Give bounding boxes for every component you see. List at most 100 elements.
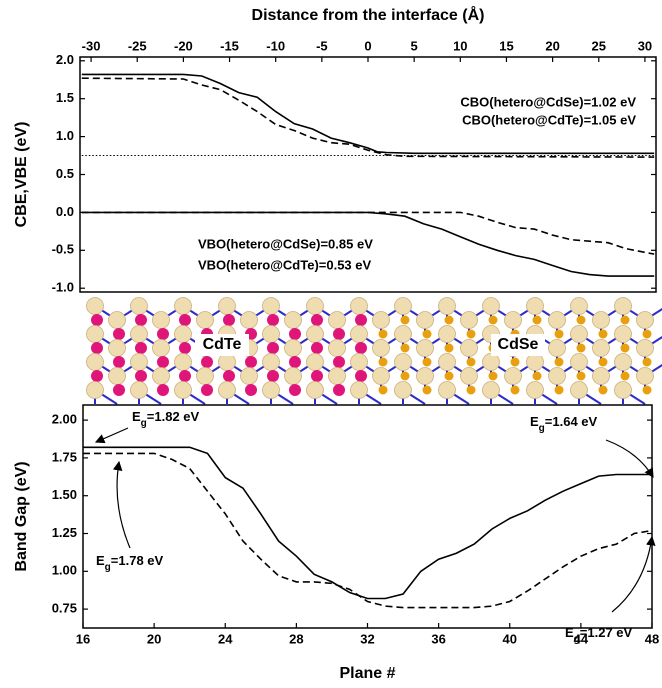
annotation: VBO(hetero@CdTe)=0.53 eV xyxy=(198,257,372,272)
y-tick-label: -0.5 xyxy=(52,242,74,257)
cd-atom xyxy=(416,339,434,357)
cd-atom xyxy=(86,381,104,399)
cd-atom xyxy=(614,353,632,371)
x-tick-label: 5 xyxy=(411,38,418,53)
annotation-value: =1.27 eV xyxy=(580,625,633,640)
te-atom xyxy=(245,384,257,396)
cd-atom xyxy=(372,367,390,385)
se-atom xyxy=(466,329,476,339)
cd-atom xyxy=(328,311,346,329)
te-atom xyxy=(157,356,169,368)
cd-atom xyxy=(394,381,412,399)
annotation-value: =1.78 eV xyxy=(111,553,164,568)
se-atom xyxy=(444,315,454,325)
annotation-symbol: E xyxy=(132,409,141,424)
x-axis-label: Distance from the interface (Å) xyxy=(252,5,485,24)
cd-atom xyxy=(130,325,148,343)
x-tick-label: 16 xyxy=(76,631,90,646)
se-atom xyxy=(422,385,432,395)
cd-atom xyxy=(86,297,104,315)
se-atom xyxy=(576,371,586,381)
annotation-value: =1.82 eV xyxy=(147,409,200,424)
te-atom xyxy=(355,370,367,382)
se-atom xyxy=(378,357,388,367)
y-tick-label: -1.0 xyxy=(52,280,74,295)
cd-atom xyxy=(570,297,588,315)
cd-atom xyxy=(614,381,632,399)
cd-atom xyxy=(482,353,500,371)
cd-atom xyxy=(328,339,346,357)
cd-atom xyxy=(152,339,170,357)
annotation-value: =1.64 eV xyxy=(545,414,598,429)
plot-frame xyxy=(82,404,653,629)
cd-atom xyxy=(218,353,236,371)
cd-atom xyxy=(262,297,280,315)
cd-atom xyxy=(460,339,478,357)
cd-atom xyxy=(284,339,302,357)
annotation: Eg=1.78 eV xyxy=(96,553,164,572)
y-tick-label: 0.0 xyxy=(56,204,74,219)
te-atom xyxy=(289,384,301,396)
se-atom xyxy=(598,357,608,367)
cd-atom xyxy=(174,297,192,315)
te-atom xyxy=(289,356,301,368)
se-atom xyxy=(598,329,608,339)
cd-atom xyxy=(174,381,192,399)
cd-atom xyxy=(548,367,566,385)
se-atom xyxy=(510,357,520,367)
cd-atom xyxy=(526,381,544,399)
cd-atom xyxy=(636,311,654,329)
cd-atom xyxy=(196,367,214,385)
cd-atom xyxy=(306,353,324,371)
x-tick-label: -10 xyxy=(266,38,285,53)
se-atom xyxy=(642,385,652,395)
annotation-subscript: g xyxy=(574,634,580,645)
cd-atom xyxy=(174,353,192,371)
cd-atom xyxy=(350,297,368,315)
se-atom xyxy=(400,343,410,353)
se-atom xyxy=(620,343,630,353)
se-atom xyxy=(400,315,410,325)
se-atom xyxy=(532,371,542,381)
te-atom xyxy=(311,370,323,382)
x-tick-label: 32 xyxy=(360,631,374,646)
y-tick-label: 1.75 xyxy=(52,449,77,464)
cd-atom xyxy=(262,353,280,371)
y-tick-label: 2.0 xyxy=(56,52,74,67)
te-atom xyxy=(201,384,213,396)
te-atom xyxy=(355,314,367,326)
se-atom xyxy=(400,371,410,381)
te-atom xyxy=(267,370,279,382)
cd-atom xyxy=(306,381,324,399)
cd-atom xyxy=(570,325,588,343)
cd-atom xyxy=(482,297,500,315)
te-atom xyxy=(223,370,235,382)
y-axis-label: CBE,VBE (eV) xyxy=(13,122,30,228)
se-atom xyxy=(532,315,542,325)
te-atom xyxy=(311,314,323,326)
cd-atom xyxy=(438,325,456,343)
cd-atom xyxy=(262,381,280,399)
cd-atom xyxy=(350,381,368,399)
se-atom xyxy=(554,329,564,339)
te-atom xyxy=(179,314,191,326)
se-atom xyxy=(598,385,608,395)
structure-label: CdTe xyxy=(203,336,242,353)
te-atom xyxy=(91,370,103,382)
te-atom xyxy=(333,356,345,368)
x-tick-label: 0 xyxy=(364,38,371,53)
te-atom xyxy=(135,314,147,326)
te-atom xyxy=(91,314,103,326)
te-atom xyxy=(179,342,191,354)
annotation: CBO(hetero@CdSe)=1.02 eV xyxy=(460,94,636,109)
cd-atom xyxy=(416,367,434,385)
cd-atom xyxy=(240,311,258,329)
data-line xyxy=(81,77,655,158)
x-tick-label: 10 xyxy=(453,38,467,53)
y-tick-label: 0.75 xyxy=(52,601,77,616)
te-atom xyxy=(267,342,279,354)
cd-atom xyxy=(394,325,412,343)
x-tick-label: 28 xyxy=(289,631,303,646)
te-atom xyxy=(157,384,169,396)
